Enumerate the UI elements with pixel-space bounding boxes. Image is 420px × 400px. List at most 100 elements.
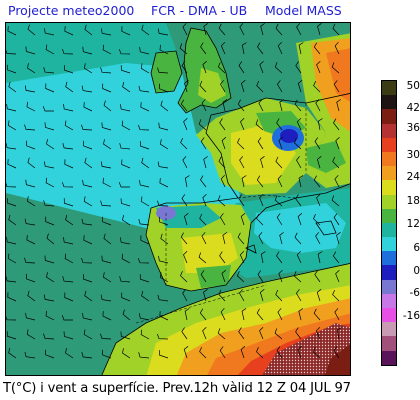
wind-barb xyxy=(316,60,321,74)
wind-barb xyxy=(332,156,340,169)
wind-barb xyxy=(218,289,226,302)
wind-barb xyxy=(141,157,150,169)
wind-barb xyxy=(255,119,264,131)
wind-barb xyxy=(27,290,36,302)
wind-barb xyxy=(119,237,131,245)
wind-barb xyxy=(278,136,283,150)
wind-barb xyxy=(139,274,150,283)
wind-barb xyxy=(181,327,188,340)
wind-barb xyxy=(293,271,302,283)
wind-barb xyxy=(180,137,188,150)
wind-barb xyxy=(122,215,131,226)
wind-barb xyxy=(82,179,93,188)
wind-barb xyxy=(64,253,74,264)
institutions-label: FCR - DMA - UB xyxy=(151,3,248,18)
wind-barb xyxy=(6,316,17,321)
wind-barb xyxy=(219,118,226,131)
wind-barb xyxy=(335,136,340,150)
legend-label: 42 xyxy=(406,102,420,114)
wind-barb xyxy=(222,232,228,245)
wind-barb xyxy=(24,218,36,226)
wind-barb xyxy=(295,289,302,302)
wind-barb xyxy=(295,194,302,207)
wind-barb xyxy=(100,67,112,74)
wind-barb xyxy=(236,271,245,283)
wind-barb xyxy=(298,42,304,55)
legend-swatch xyxy=(382,151,396,167)
wind-barb xyxy=(119,143,131,150)
wind-barb xyxy=(139,141,150,150)
legend-label: 0 xyxy=(413,265,420,277)
wind-barb xyxy=(81,218,93,226)
wind-barb xyxy=(100,161,112,169)
wind-barb xyxy=(332,23,340,36)
legend-label: -6 xyxy=(409,287,420,299)
wind-barb xyxy=(8,347,17,359)
wind-barb xyxy=(313,80,321,93)
wind-barb xyxy=(315,232,321,245)
wind-barb xyxy=(81,124,93,131)
wind-barb xyxy=(313,213,321,226)
wind-barb xyxy=(219,213,226,226)
wind-barb xyxy=(241,308,247,321)
wind-barb xyxy=(334,175,340,188)
wind-barb xyxy=(240,80,246,93)
wind-barb xyxy=(157,294,169,302)
wind-barb xyxy=(82,46,93,55)
wind-barb xyxy=(103,139,112,150)
sahara-heat xyxy=(324,344,350,375)
wind-barb xyxy=(222,99,228,112)
wind-barb xyxy=(276,251,283,264)
wind-barb xyxy=(121,26,131,36)
wind-barb xyxy=(159,311,169,321)
model-label: Model MASS xyxy=(265,3,342,18)
wind-barb xyxy=(258,232,264,245)
wind-barb xyxy=(203,23,209,36)
wind-barb xyxy=(6,182,17,188)
iberia-south-warm xyxy=(196,265,231,288)
wind-barb xyxy=(297,213,303,226)
wind-barb xyxy=(46,233,55,245)
wind-barb xyxy=(199,213,207,226)
wind-barb xyxy=(336,232,341,245)
wind-barb xyxy=(277,41,283,55)
mediterranean-cyan xyxy=(254,203,346,253)
wind-barb xyxy=(120,104,131,112)
wind-barb xyxy=(7,26,17,36)
wind-barb xyxy=(7,159,17,169)
wind-barb xyxy=(200,137,207,150)
borders xyxy=(135,103,307,324)
wind-barb xyxy=(316,156,322,169)
ireland xyxy=(151,51,182,93)
wind-barb xyxy=(295,61,302,74)
wind-barb xyxy=(180,99,188,112)
wind-barb xyxy=(157,67,169,74)
wind-barb xyxy=(26,329,36,340)
wind-barb xyxy=(220,80,226,93)
wind-barb xyxy=(141,24,150,36)
wind-barb xyxy=(24,124,36,131)
project-title: Projecte meteo2000 xyxy=(8,3,135,18)
legend-swatch xyxy=(382,237,396,252)
wind-barb xyxy=(313,308,321,321)
wind-barb xyxy=(296,117,302,131)
wind-barb xyxy=(218,23,226,36)
wind-barb xyxy=(239,23,245,36)
wind-barb xyxy=(199,346,207,359)
wind-barb xyxy=(184,80,189,93)
wind-barb xyxy=(63,65,74,74)
wind-barb xyxy=(297,345,302,359)
wind-barb xyxy=(45,310,55,321)
wind-barb xyxy=(237,137,245,150)
wind-barb xyxy=(201,232,207,245)
wind-barb xyxy=(45,216,55,226)
wind-barb xyxy=(237,99,245,112)
wind-barb xyxy=(159,44,169,55)
wind-barb xyxy=(314,270,321,283)
wind-barb xyxy=(81,257,93,264)
wind-barb xyxy=(6,198,17,207)
wind-barb xyxy=(63,103,74,112)
wind-barb xyxy=(240,346,246,359)
cold-cell-north-core xyxy=(280,129,298,143)
wind-barb xyxy=(218,156,226,169)
